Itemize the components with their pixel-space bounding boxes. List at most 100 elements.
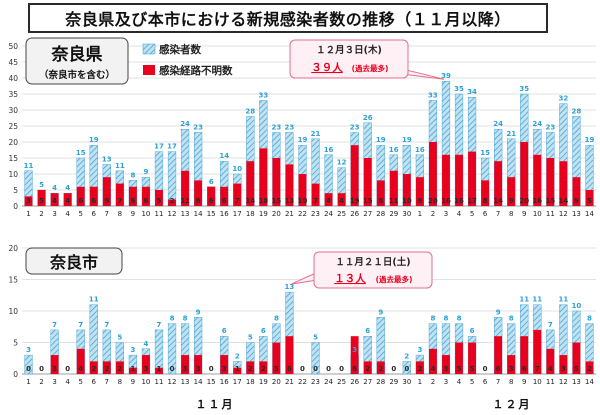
bar-unknown [155,367,163,374]
panel-label: 奈良市 [49,253,98,272]
bar-unknown [520,336,529,374]
data-label-total: 21 [506,130,516,138]
data-label-unknown: 0 [391,365,396,373]
x-tick-label: 13 [572,210,581,218]
bar-unknown [155,190,163,206]
bar-unknown [376,180,385,206]
data-label-total: 7 [52,321,57,329]
data-label-unknown: 3 [509,365,514,373]
y-tick-label: 10 [8,170,18,179]
bar-unknown [350,145,359,206]
callout-box [289,39,409,79]
x-tick-label: 8 [118,378,122,386]
bar-total [167,323,177,375]
bar-total [24,354,33,375]
bar-unknown [350,336,359,374]
data-label-unknown: 20 [428,197,438,205]
bar-unknown [233,183,242,206]
x-tick-label: 16 [220,378,229,386]
data-label-unknown: 5 [457,365,462,373]
page-title: 奈良県及び本市における新規感染者数の推移（１１月以降） [28,3,548,33]
x-tick-label: 1 [418,210,422,218]
data-label-unknown: 2 [170,197,175,205]
x-tick-label: 18 [246,210,255,218]
y-tick-label: 40 [8,74,18,83]
data-label-total: 11 [89,296,99,304]
data-label-unknown: 0 [65,365,70,373]
data-label-total: 11 [519,296,529,304]
data-label-unknown: 6 [522,365,527,373]
bar-unknown [246,161,255,206]
data-label-total: 6 [470,327,475,335]
x-tick-label: 7 [496,378,500,386]
data-label-unknown: 11 [180,197,190,205]
y-tick-label: 5 [13,339,18,348]
data-label-total: 8 [274,315,279,323]
bar-total [402,361,411,375]
x-tick-label: 8 [509,378,513,386]
x-tick-label: 17 [233,378,242,386]
callout-note: (過去最多) [352,63,389,73]
data-label-total: 33 [258,91,268,99]
data-label-total: 23 [193,123,203,131]
data-label-unknown: 6 [209,197,214,205]
data-label-unknown: 4 [65,197,70,205]
x-tick-label: 10 [141,378,150,386]
x-tick-label: 14 [585,210,594,218]
x-tick-label: 13 [572,378,581,386]
data-label-total: 8 [457,315,462,323]
x-tick-label: 3 [52,378,56,386]
bar-unknown [233,367,242,374]
data-label-total: 15 [76,149,86,157]
data-label-total: 14 [219,152,229,160]
data-label-total: 35 [519,85,529,93]
data-label-unknown: 6 [352,365,357,373]
bar-unknown [520,142,529,206]
x-tick-label: 6 [483,378,488,386]
x-tick-label: 26 [350,378,359,386]
data-label-unknown: 6 [130,197,135,205]
panel-label-box [25,37,129,85]
data-label-total: 28 [572,107,582,115]
data-label-total: 24 [180,120,190,128]
data-label-unknown: 6 [222,197,227,205]
data-label-total: 7 [157,321,162,329]
data-label-unknown: 7 [535,365,540,373]
x-tick-label: 21 [285,210,294,218]
month-label-november: １１月 [196,398,235,411]
data-label-total: 5 [39,181,44,189]
data-label-total: 6 [209,178,214,186]
bar-unknown [285,336,294,374]
data-label-unknown: 0 [170,365,175,373]
data-label-unknown: 16 [532,197,542,205]
x-tick-label: 28 [376,210,385,218]
callout-note: (過去最多) [376,274,413,284]
bar-unknown [376,361,385,374]
data-label-total: 21 [311,130,321,138]
x-tick-label: 7 [105,378,109,386]
data-label-unknown: 2 [365,365,370,373]
data-label-total: 11 [24,162,34,170]
data-label-unknown: 17 [467,197,477,205]
data-label-unknown: 3 [196,365,201,373]
x-tick-label: 19 [259,210,268,218]
data-label-total: 19 [585,136,595,144]
data-label-unknown: 3 [26,197,31,205]
x-tick-label: 11 [546,378,555,386]
data-label-unknown: 4 [326,197,331,205]
x-tick-label: 9 [522,210,526,218]
data-label-unknown: 5 [587,197,592,205]
data-label-unknown: 15 [545,197,555,205]
data-label-total: 10 [232,165,242,173]
data-label-unknown: 14 [245,197,255,205]
bar-unknown [142,355,150,374]
data-label-total: 23 [545,123,555,131]
y-tick-label: 0 [13,202,18,211]
data-label-total: 16 [415,146,425,154]
panel-sublabel: （奈良市を含む） [39,69,115,81]
data-label-total: 5 [313,334,318,342]
bar-unknown [363,158,372,206]
data-label-unknown: 14 [493,197,503,205]
x-tick-label: 14 [194,210,203,218]
bar-unknown [533,329,542,374]
